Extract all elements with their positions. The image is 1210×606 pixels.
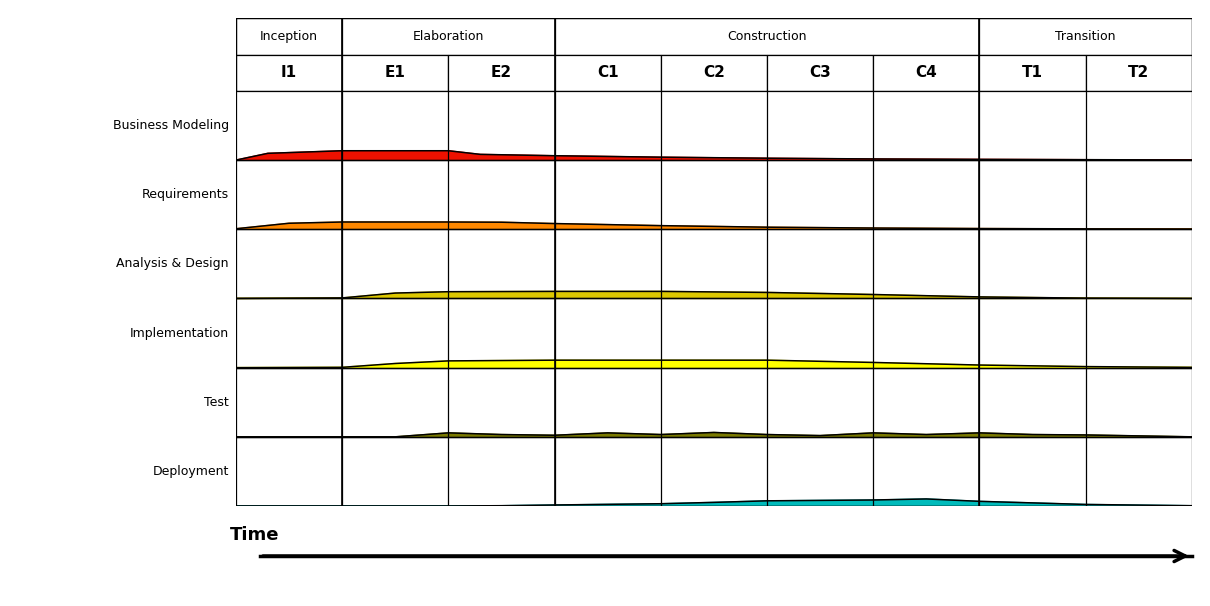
Text: Construction: Construction	[727, 30, 807, 43]
Polygon shape	[236, 360, 1192, 368]
Text: C2: C2	[703, 65, 725, 80]
Text: Time: Time	[230, 526, 280, 544]
Text: Test: Test	[204, 396, 229, 408]
Text: T2: T2	[1128, 65, 1150, 80]
Polygon shape	[236, 151, 1192, 160]
Bar	[236, 55, 342, 91]
Text: C3: C3	[809, 65, 831, 80]
Bar	[767, 55, 874, 91]
Text: I1: I1	[281, 65, 298, 80]
Bar	[979, 18, 1192, 55]
Text: Inception: Inception	[260, 30, 318, 43]
Polygon shape	[236, 499, 1192, 506]
Bar	[449, 55, 554, 91]
Bar	[342, 18, 554, 55]
Text: Transition: Transition	[1055, 30, 1116, 43]
Polygon shape	[236, 222, 1192, 229]
Bar	[554, 18, 979, 55]
Text: E2: E2	[491, 65, 512, 80]
Bar	[342, 55, 449, 91]
Polygon shape	[236, 291, 1192, 298]
Bar	[661, 55, 767, 91]
Text: C4: C4	[916, 65, 938, 80]
Text: T1: T1	[1022, 65, 1043, 80]
Text: Implementation: Implementation	[129, 327, 229, 339]
Bar	[979, 55, 1085, 91]
Text: Analysis & Design: Analysis & Design	[116, 258, 229, 270]
Text: C1: C1	[597, 65, 618, 80]
Bar	[554, 55, 661, 91]
Text: Deployment: Deployment	[152, 465, 229, 478]
Text: Business Modeling: Business Modeling	[113, 119, 229, 132]
Polygon shape	[236, 433, 1192, 437]
Text: Elaboration: Elaboration	[413, 30, 484, 43]
Bar	[874, 55, 979, 91]
Text: Requirements: Requirements	[142, 188, 229, 201]
Bar	[1085, 55, 1192, 91]
Bar	[236, 18, 342, 55]
Text: E1: E1	[385, 65, 405, 80]
